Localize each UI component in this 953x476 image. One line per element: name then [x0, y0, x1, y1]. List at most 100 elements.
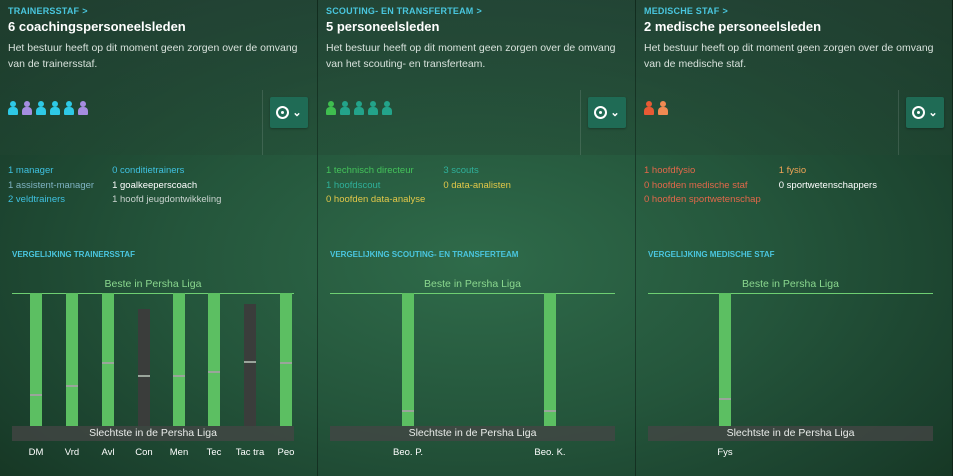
staff-count-link[interactable]: 1 goalkeeperscoach [112, 179, 198, 191]
panel-title: 6 coachingspersoneelsleden [8, 19, 186, 34]
best-label: Beste in Persha Liga [424, 278, 521, 290]
comparison-chart: Beste in Persha Liga Slechtste in de Per… [12, 276, 294, 476]
best-label: Beste in Persha Liga [104, 278, 202, 290]
person-icon [382, 101, 392, 115]
staff-count-link[interactable]: 3 scouts [443, 165, 479, 176]
club-marker [173, 375, 185, 378]
staff-count-link[interactable]: 1 hoofdfysio [644, 165, 696, 176]
staff-options-button[interactable]: ⌄ [588, 97, 626, 128]
panel-top [0, 0, 317, 155]
whistle-icon [594, 106, 608, 119]
worst-label: Slechtste in de Persha Liga [648, 426, 933, 441]
separator [898, 90, 899, 155]
staff-figures [8, 101, 88, 115]
person-icon [64, 101, 74, 115]
person-icon [78, 101, 88, 115]
staff-count-link[interactable]: 0 hoofden data-analyse [326, 194, 426, 205]
worst-label: Slechtste in de Persha Liga [330, 426, 615, 441]
club-marker [244, 360, 256, 363]
x-tick-label: Men [169, 447, 189, 458]
trainers-panel: TRAINERSSTAF > 6 coachingspersoneelsleden… [0, 0, 318, 476]
worst-label: Slechtste in de Persha Liga [12, 426, 294, 441]
panel-description: Het bestuur heeft op dit moment geen zor… [8, 42, 298, 70]
x-tick-label: Peo [277, 447, 295, 458]
staff-count-link[interactable]: 1 assistent-manager [8, 179, 95, 191]
club-marker [280, 362, 292, 365]
staff-count-link[interactable]: 2 veldtrainers [8, 194, 66, 205]
staff-count-link[interactable]: 1 hoofdscout [326, 179, 381, 191]
chart-bar[interactable] [66, 293, 78, 426]
x-tick-label: Tac tra [235, 447, 265, 458]
chart-bar[interactable] [173, 293, 185, 426]
person-icon [644, 101, 654, 115]
person-icon [22, 101, 32, 115]
club-marker [208, 371, 220, 374]
best-line [330, 293, 615, 294]
staff-count-link[interactable]: 0 hoofden sportwetenschap [644, 194, 761, 205]
panel-title: 5 personeelsleden [326, 19, 440, 34]
club-marker [66, 384, 78, 387]
x-tick-label: Beo. P. [393, 447, 423, 458]
chart-bar[interactable] [719, 293, 731, 426]
chart-bar[interactable] [402, 293, 414, 426]
comparison-chart: Beste in Persha Liga Slechtste in de Per… [330, 276, 615, 476]
best-label: Beste in Persha Liga [742, 278, 839, 290]
chart-bar[interactable] [244, 303, 256, 426]
whistle-icon [276, 106, 290, 119]
staff-count-link[interactable]: 1 fysio [778, 165, 807, 176]
person-icon [36, 101, 46, 115]
club-marker [138, 375, 150, 378]
scouting-panel: SCOUTING- EN TRANSFERTEAM > 5 personeelsl… [318, 0, 636, 476]
chevron-down-icon: ⌄ [928, 107, 938, 119]
panel-top [318, 0, 635, 155]
comparison-chart: Beste in Persha Liga Slechtste in de Per… [648, 276, 933, 476]
medical-panel: MEDISCHE STAF > 2 medische personeelslede… [636, 0, 953, 476]
staff-options-button[interactable]: ⌄ [270, 97, 308, 128]
panel-description: Het bestuur heeft op dit moment geen zor… [326, 42, 616, 70]
chart-bar[interactable] [138, 308, 150, 426]
panel-top [636, 0, 952, 155]
chart-bar[interactable] [280, 293, 292, 426]
club-marker [102, 362, 114, 365]
person-icon [354, 101, 364, 115]
staff-counts: 1 hoofdfysio 0 hoofden medische staf 0 hoo… [644, 164, 877, 208]
chart-bar[interactable] [208, 293, 220, 426]
chevron-down-icon: ⌄ [292, 107, 302, 119]
chart-bar[interactable] [102, 293, 114, 426]
panel-header-link[interactable]: SCOUTING- EN TRANSFERTEAM > [326, 6, 482, 16]
panel-header-link[interactable]: MEDISCHE STAF > [644, 6, 728, 16]
staff-figures [644, 101, 668, 115]
person-icon [8, 101, 18, 115]
person-icon [368, 101, 378, 115]
chart-title: VERGELIJKING SCOUTING- EN TRANSFERTEAM [330, 250, 519, 259]
staff-count-link[interactable]: 1 manager [8, 165, 54, 176]
x-tick-label: Con [135, 447, 153, 458]
chart-title: VERGELIJKING MEDISCHE STAF [648, 250, 775, 259]
x-tick-label: Beo. K. [534, 447, 566, 458]
chart-bar[interactable] [544, 293, 556, 426]
staff-count-link[interactable]: 1 hoofd jeugdontwikkeling [112, 194, 222, 205]
best-line [12, 293, 294, 294]
staff-options-button[interactable]: ⌄ [906, 97, 944, 128]
x-tick-label: Fys [717, 447, 733, 458]
chart-bar[interactable] [30, 293, 42, 426]
staff-count-link[interactable]: 1 technisch directeur [326, 165, 414, 176]
club-marker [402, 410, 414, 413]
staff-count-link[interactable]: 0 data-analisten [443, 179, 511, 191]
x-tick-label: Tec [206, 447, 222, 458]
person-icon [326, 101, 336, 115]
staff-count-link[interactable]: 0 hoofden medische staf [644, 179, 748, 191]
best-line [648, 293, 933, 294]
panel-description: Het bestuur heeft op dit moment geen zor… [644, 42, 934, 70]
x-tick-label: Vrd [64, 447, 80, 458]
panel-header-link[interactable]: TRAINERSSTAF > [8, 6, 88, 16]
x-tick-label: DM [28, 447, 44, 458]
staff-figures [326, 101, 392, 115]
staff-count-link[interactable]: 0 sportwetenschappers [778, 179, 877, 191]
staff-count-link[interactable]: 0 conditietrainers [112, 165, 185, 176]
staff-counts: 1 technisch directeur 1 hoofdscout 0 hoofd… [326, 164, 511, 208]
chart-title: VERGELIJKING TRAINERSSTAF [12, 250, 135, 259]
person-icon [658, 101, 668, 115]
whistle-icon [912, 106, 926, 119]
chevron-down-icon: ⌄ [610, 107, 620, 119]
